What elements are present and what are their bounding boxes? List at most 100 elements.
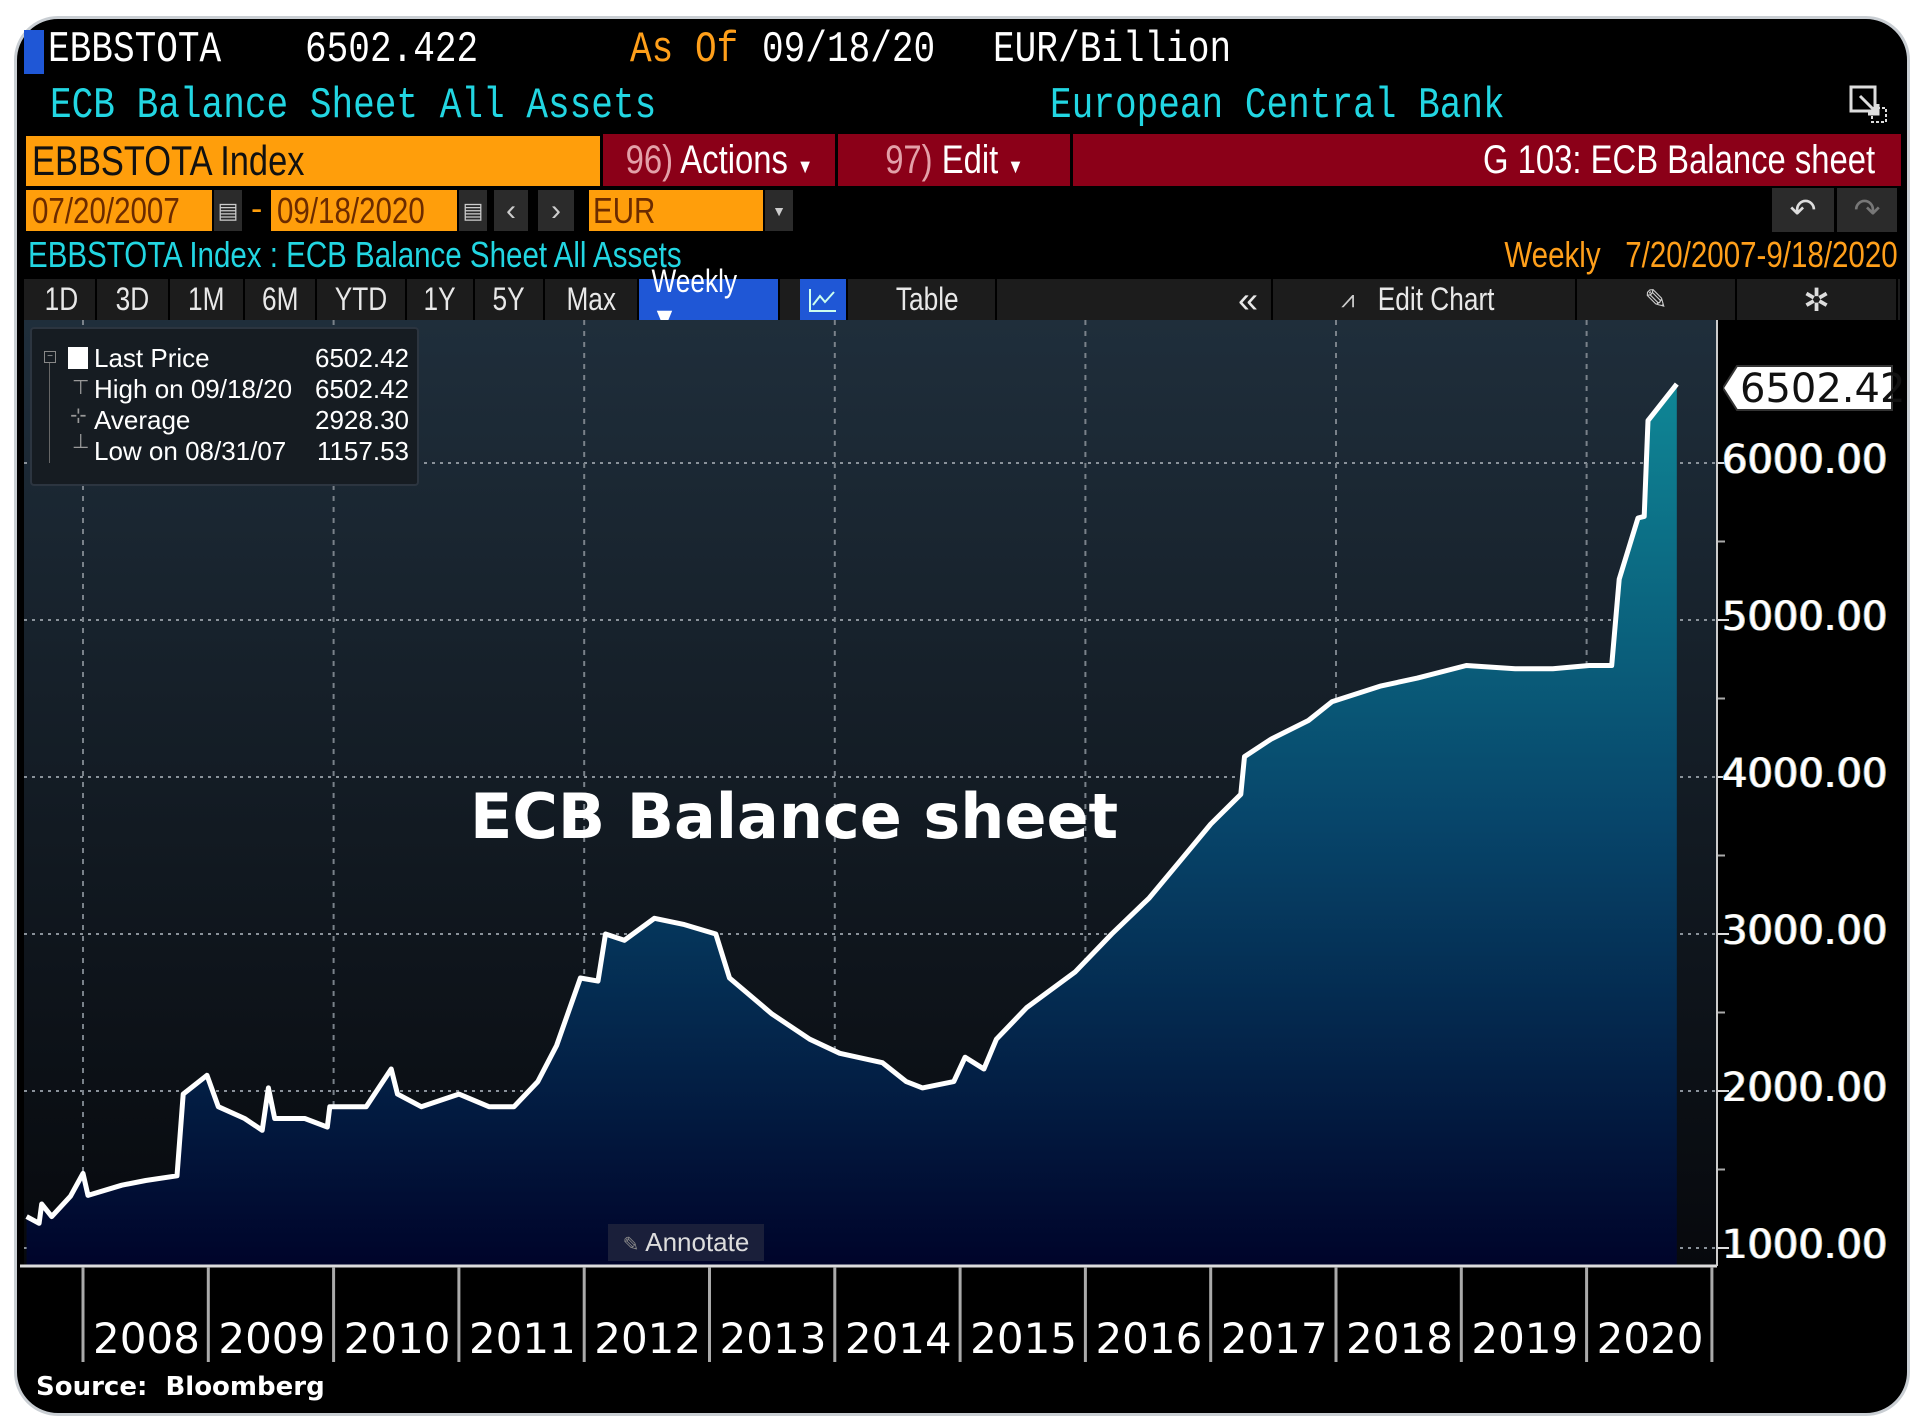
legend-row-high: High on 09/18/20 6502.42 [94, 374, 409, 404]
chart-frequency: Weekly [1504, 234, 1601, 275]
drawing-tools-icon[interactable]: ✎ [1577, 279, 1737, 320]
legend-tree-line [49, 363, 50, 463]
source-organization: European Central Bank [1050, 80, 1605, 132]
page-title: G 103: ECB Balance sheet [1482, 138, 1875, 182]
page-title-bar: G 103: ECB Balance sheet [1073, 134, 1901, 186]
end-date-input[interactable]: 09/18/2020 [271, 190, 457, 231]
area-fill [26, 384, 1677, 1266]
chart-series-title: EBBSTOTA Index : ECB Balance Sheet All A… [28, 234, 825, 276]
chart-range-info: Weekly 7/20/2007-9/18/2020 [1418, 234, 1898, 276]
last-price-tag: 6502.42 [1723, 364, 1905, 412]
as-of-date-text: 09/18/20 [762, 25, 936, 75]
period-button-6m[interactable]: 6M [245, 279, 317, 320]
edit-label: Edit [941, 138, 998, 182]
calendar-icon[interactable]: ▤ [214, 190, 242, 231]
pencil-icon: ✎ [622, 1234, 640, 1256]
edit-chart-label: Edit Chart [1377, 281, 1495, 317]
x-tick-label: 2013 [719, 1314, 827, 1363]
redo-icon[interactable]: ↷ [1837, 188, 1897, 232]
x-tick-label: 2009 [218, 1314, 326, 1363]
as-of-date: 09/18/20 [762, 24, 973, 76]
currency-dropdown-icon[interactable]: ▼ [765, 190, 793, 231]
security-description: ECB Balance Sheet All Assets [50, 80, 789, 132]
units: EUR/Billion [993, 24, 1283, 76]
last-price-tag-text: 6502.42 [1740, 366, 1906, 412]
x-tick-label: 2010 [343, 1314, 451, 1363]
high-marker-icon: ⊤ [72, 377, 90, 399]
calendar-icon[interactable]: ▤ [459, 190, 487, 231]
legend: − ⊤ ⊹ ⊥ Last Price 6502.42 High on 09/18/… [30, 327, 419, 486]
period-button-1m[interactable]: 1M [170, 279, 245, 320]
y-tick-label: 4000.00 [1722, 751, 1888, 797]
y-tick-label: 3000.00 [1722, 908, 1888, 954]
settings-gear-icon[interactable]: ✲ [1737, 279, 1898, 320]
security-color-marker [24, 30, 44, 74]
period-button-ytd[interactable]: YTD [317, 279, 407, 320]
last-value-text: 6502.422 [305, 25, 479, 75]
chart-series-title-text: EBBSTOTA Index : ECB Balance Sheet All A… [28, 234, 682, 275]
legend-row-average: Average 2928.30 [94, 405, 409, 435]
source-organization-text: European Central Bank [1050, 81, 1505, 131]
next-period-button[interactable]: › [538, 190, 574, 231]
x-tick-label: 2012 [594, 1314, 702, 1363]
y-tick-label: 5000.00 [1722, 594, 1888, 640]
x-tick-label: 2019 [1471, 1314, 1579, 1363]
y-tick-label: 6000.00 [1722, 437, 1888, 483]
chart-range: 7/20/2007-9/18/2020 [1625, 234, 1898, 275]
previous-period-button[interactable]: ‹ [494, 190, 528, 231]
chart-edit-icon: ⩘ [1341, 285, 1355, 313]
period-button-1y[interactable]: 1Y [407, 279, 475, 320]
chart-title: ECB Balance sheet [470, 780, 1119, 853]
caret-down-icon: ▼ [796, 156, 813, 178]
as-of-label: As Of [630, 24, 762, 76]
currency-select[interactable]: EUR [589, 190, 763, 231]
end-date-text: 09/18/2020 [277, 190, 425, 231]
period-button-1d[interactable]: 1D [28, 279, 97, 320]
legend-swatch-last-price [68, 347, 88, 369]
table-view-button[interactable]: Table [860, 279, 997, 320]
low-marker-icon: ⊥ [72, 431, 90, 453]
as-of-label-text: As Of [630, 25, 739, 75]
start-date-input[interactable]: 07/20/2007 [26, 190, 212, 231]
actions-label: Actions [679, 138, 788, 182]
date-separator: - [251, 190, 263, 228]
ticker: EBBSTOTA [48, 24, 259, 76]
ticker-text: EBBSTOTA [48, 25, 222, 75]
x-tick-label: 2017 [1220, 1314, 1328, 1363]
currency-text: EUR [593, 190, 656, 231]
average-marker-icon: ⊹ [70, 405, 87, 427]
annotate-button[interactable]: ✎ Annotate [608, 1224, 764, 1261]
x-tick-label: 2015 [970, 1314, 1078, 1363]
security-description-text: ECB Balance Sheet All Assets [50, 81, 657, 131]
period-button-max[interactable]: Max [545, 279, 639, 320]
source-note: Source: Bloomberg [36, 1372, 325, 1402]
annotate-label: Annotate [645, 1227, 750, 1257]
actions-menu-button[interactable]: 96) Actions ▼ [603, 134, 835, 186]
x-tick-label: 2020 [1596, 1314, 1704, 1363]
x-tick-label: 2018 [1346, 1314, 1453, 1363]
undo-icon[interactable]: ↶ [1772, 188, 1834, 232]
security-input[interactable]: EBBSTOTA Index [26, 136, 600, 186]
x-tick-label: 2014 [844, 1314, 952, 1363]
security-input-text: EBBSTOTA Index [32, 137, 305, 184]
period-button-5y[interactable]: 5Y [475, 279, 545, 320]
y-tick-label: 2000.00 [1722, 1065, 1888, 1111]
edit-chart-button[interactable]: ⩘ Edit Chart [1273, 279, 1577, 320]
actions-number: 96) [625, 138, 673, 182]
legend-collapse-icon[interactable]: − [44, 351, 56, 363]
legend-row-low: Low on 08/31/07 1157.53 [94, 436, 409, 466]
x-tick-label: 2011 [468, 1314, 576, 1363]
y-tick-label: 1000.00 [1722, 1222, 1888, 1268]
series-line-last-price [25, 382, 1679, 1226]
edit-number: 97) [884, 138, 933, 182]
edit-menu-button[interactable]: 97) Edit ▼ [838, 134, 1070, 186]
units-text: EUR/Billion [993, 25, 1232, 75]
line-chart-type-icon[interactable] [800, 279, 848, 320]
collapse-panel-button[interactable]: « [1225, 279, 1273, 320]
start-date-text: 07/20/2007 [32, 190, 180, 231]
pop-out-window-icon[interactable] [1848, 84, 1888, 124]
caret-down-icon: ▼ [1006, 156, 1024, 178]
period-button-3d[interactable]: 3D [97, 279, 170, 320]
legend-row-last-price: Last Price 6502.42 [94, 343, 409, 373]
